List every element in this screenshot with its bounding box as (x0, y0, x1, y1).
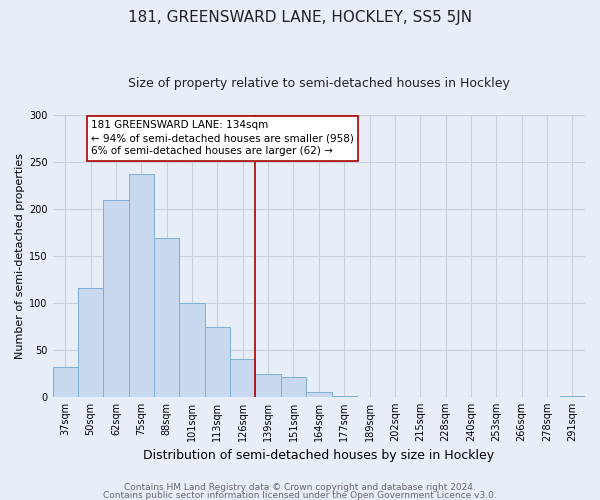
Bar (256, 374, 281, 397)
Text: 181 GREENSWARD LANE: 134sqm
← 94% of semi-detached houses are smaller (958)
6% o: 181 GREENSWARD LANE: 134sqm ← 94% of sem… (91, 120, 353, 156)
Text: Contains public sector information licensed under the Open Government Licence v3: Contains public sector information licen… (103, 490, 497, 500)
Bar (205, 328, 230, 397)
Bar (129, 174, 154, 397)
Y-axis label: Number of semi-detached properties: Number of semi-detached properties (15, 153, 25, 359)
Bar (281, 377, 306, 397)
Bar (78, 288, 103, 397)
Bar (154, 238, 179, 397)
Text: Contains HM Land Registry data © Crown copyright and database right 2024.: Contains HM Land Registry data © Crown c… (124, 484, 476, 492)
Bar (179, 303, 205, 397)
Bar (230, 360, 256, 397)
Title: Size of property relative to semi-detached houses in Hockley: Size of property relative to semi-detach… (128, 78, 510, 90)
Bar (560, 396, 585, 397)
X-axis label: Distribution of semi-detached houses by size in Hockley: Distribution of semi-detached houses by … (143, 450, 494, 462)
Text: 181, GREENSWARD LANE, HOCKLEY, SS5 5JN: 181, GREENSWARD LANE, HOCKLEY, SS5 5JN (128, 10, 472, 25)
Bar (103, 200, 129, 397)
Bar (332, 396, 357, 397)
Bar (306, 392, 332, 397)
Bar (53, 367, 78, 397)
